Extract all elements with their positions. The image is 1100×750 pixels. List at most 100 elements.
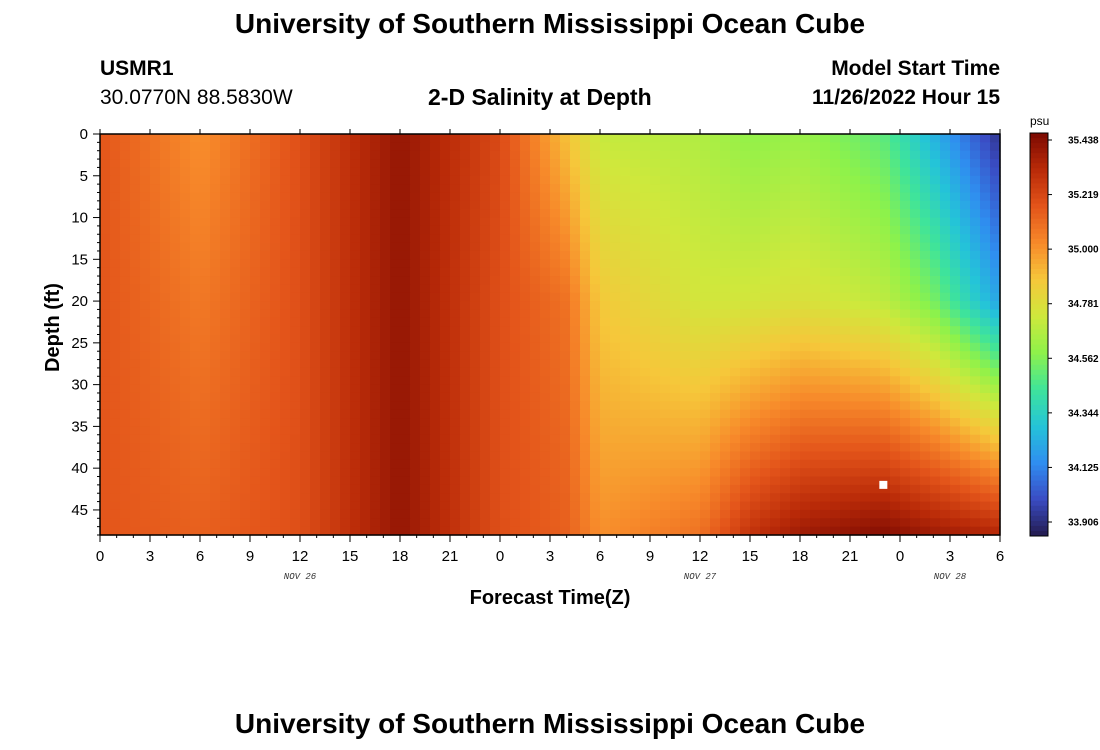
y-tick-label: 25: [71, 335, 88, 352]
heatmap-cell: [820, 468, 831, 478]
heatmap-cell: [160, 209, 171, 219]
heatmap-cell: [570, 451, 581, 461]
heatmap-cell: [860, 217, 871, 227]
heatmap-cell: [290, 359, 301, 369]
heatmap-cell: [250, 418, 261, 427]
heatmap-cell: [180, 451, 191, 461]
heatmap-cell: [540, 250, 551, 260]
heatmap-cell: [390, 476, 401, 486]
heatmap-cell: [240, 426, 251, 436]
heatmap-cell: [450, 250, 461, 260]
heatmap-cell: [670, 209, 681, 219]
heatmap-cell: [370, 376, 381, 386]
heatmap-cell: [540, 426, 551, 436]
colorbar-segment: [1030, 193, 1048, 199]
heatmap-cell: [620, 426, 631, 436]
heatmap-cell: [610, 367, 621, 377]
heatmap-cell: [410, 376, 421, 386]
heatmap-cell: [350, 367, 361, 377]
heatmap-cell: [190, 317, 201, 327]
heatmap-cell: [370, 418, 381, 427]
heatmap-cell: [440, 175, 451, 185]
heatmap-cell: [120, 134, 131, 143]
heatmap-cell: [180, 250, 191, 260]
heatmap-cell: [980, 509, 991, 519]
heatmap-cell: [690, 409, 701, 419]
heatmap-cell: [910, 259, 921, 269]
heatmap-cell: [930, 359, 941, 369]
heatmap-cell: [340, 217, 351, 227]
heatmap-cell: [410, 468, 421, 478]
heatmap-cell: [720, 209, 731, 219]
heatmap-cell: [950, 134, 961, 143]
heatmap-cell: [310, 242, 321, 252]
heatmap-cell: [680, 526, 691, 536]
heatmap-cell: [150, 250, 161, 260]
heatmap-cell: [230, 292, 241, 302]
heatmap-cell: [990, 384, 1001, 394]
heatmap-cell: [660, 392, 671, 402]
heatmap-cell: [560, 434, 571, 444]
heatmap-cell: [880, 367, 891, 377]
heatmap-cell: [510, 209, 521, 219]
heatmap-cell: [610, 476, 621, 486]
heatmap-cell: [510, 200, 521, 210]
heatmap-cell: [430, 150, 441, 160]
heatmap-cell: [290, 443, 301, 453]
heatmap-cell: [760, 459, 771, 469]
heatmap-cell: [720, 443, 731, 453]
heatmap-cell: [350, 159, 361, 169]
heatmap-cell: [930, 192, 941, 202]
heatmap-cell: [170, 150, 181, 160]
heatmap-cell: [660, 451, 671, 461]
heatmap-cell: [370, 501, 381, 511]
heatmap-cell: [230, 401, 241, 411]
heatmap-cell: [360, 409, 371, 419]
heatmap-cell: [990, 259, 1001, 269]
heatmap-cell: [730, 142, 741, 152]
page-title: University of Southern Mississippi Ocean…: [234, 8, 866, 39]
heatmap-cell: [390, 501, 401, 511]
heatmap-cell: [970, 317, 981, 327]
heatmap-cell: [410, 234, 421, 244]
heatmap-cell: [280, 326, 291, 336]
heatmap-cell: [890, 276, 901, 285]
heatmap-cell: [590, 468, 601, 478]
x-tick-label: 3: [146, 548, 154, 565]
heatmap-cell: [950, 200, 961, 210]
heatmap-cell: [470, 426, 481, 436]
heatmap-cell: [310, 276, 321, 285]
heatmap-cell: [950, 242, 961, 252]
heatmap-cell: [980, 376, 991, 386]
heatmap-cell: [650, 292, 661, 302]
heatmap-cell: [560, 451, 571, 461]
heatmap-cell: [210, 225, 221, 235]
heatmap-cell: [910, 317, 921, 327]
heatmap-cell: [130, 159, 141, 169]
heatmap-cell: [800, 184, 811, 194]
heatmap-cell: [300, 351, 311, 361]
heatmap-cell: [500, 309, 511, 319]
heatmap-cell: [990, 150, 1001, 160]
heatmap-cell: [150, 526, 161, 536]
heatmap-cell: [360, 250, 371, 260]
heatmap-cell: [130, 134, 141, 143]
heatmap-cell: [700, 276, 711, 285]
heatmap-cell: [710, 509, 721, 519]
heatmap-cell: [250, 443, 261, 453]
heatmap-cell: [700, 451, 711, 461]
heatmap-cell: [950, 409, 961, 419]
heatmap-cell: [690, 443, 701, 453]
colorbar-tick-label: 35.000: [1068, 245, 1099, 256]
heatmap-cell: [690, 167, 701, 177]
heatmap-cell: [450, 459, 461, 469]
heatmap-cell: [300, 384, 311, 394]
heatmap-cell: [730, 334, 741, 344]
heatmap-cell: [470, 509, 481, 519]
heatmap-cell: [130, 267, 141, 277]
heatmap-cell: [250, 200, 261, 210]
heatmap-cell: [460, 501, 471, 511]
heatmap-cell: [190, 459, 201, 469]
heatmap-cell: [760, 184, 771, 194]
x-tick-label: 18: [792, 548, 809, 565]
